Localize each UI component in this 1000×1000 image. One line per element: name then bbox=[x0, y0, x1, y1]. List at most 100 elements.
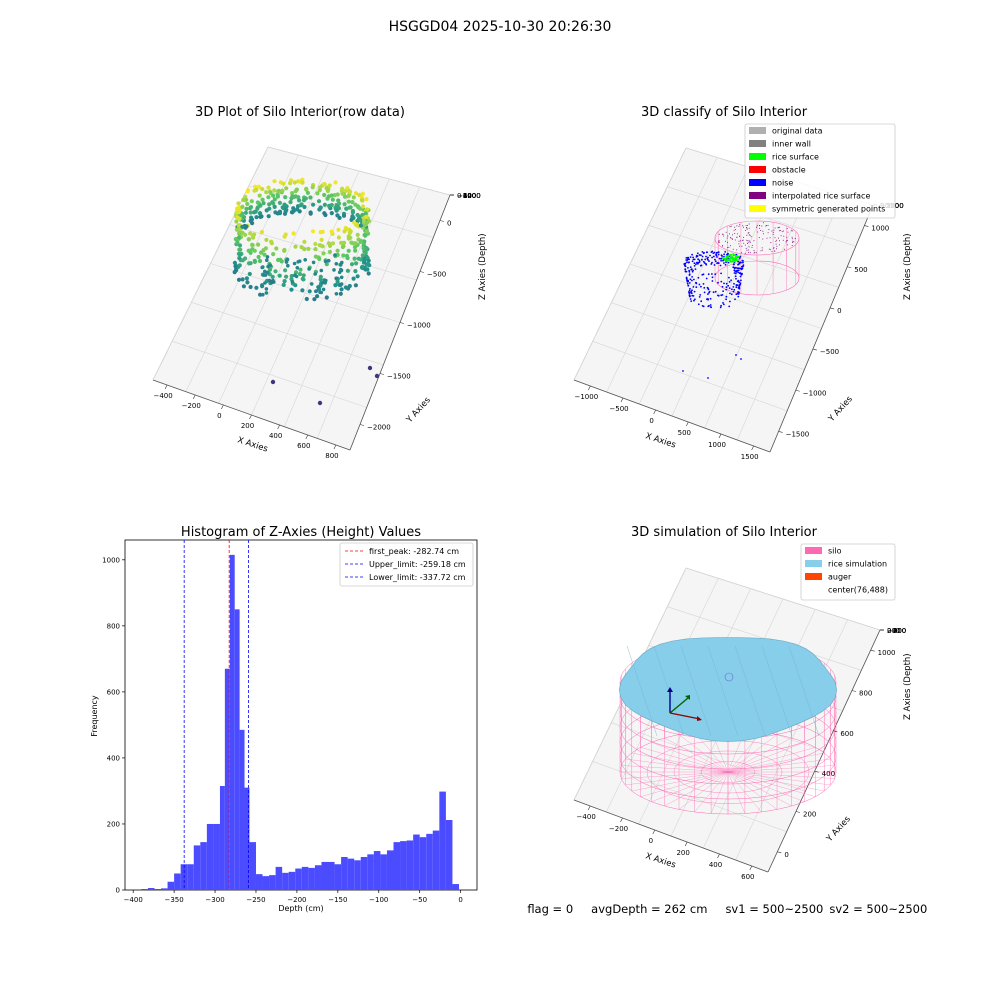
raw-data-point bbox=[277, 273, 282, 278]
raw-data-point bbox=[232, 270, 237, 275]
raw-data-point bbox=[332, 268, 336, 272]
noise-point bbox=[738, 287, 741, 290]
raw-data-point bbox=[360, 192, 365, 197]
interpolated-point bbox=[753, 240, 755, 242]
raw-data-point bbox=[302, 247, 307, 252]
noise-point bbox=[736, 269, 739, 272]
noise-point bbox=[722, 302, 724, 304]
histogram-bar bbox=[328, 861, 335, 890]
interpolated-point bbox=[771, 230, 773, 232]
y-tick-label: −1000 bbox=[407, 322, 431, 330]
raw-data-point bbox=[347, 205, 352, 210]
y-tick-label: 0 bbox=[837, 307, 841, 315]
raw-data-point bbox=[339, 240, 344, 245]
raw-data-point bbox=[330, 241, 336, 246]
noise-point bbox=[688, 289, 691, 292]
histogram-bar bbox=[174, 873, 181, 890]
noise-point bbox=[704, 258, 707, 261]
noise-point bbox=[717, 294, 720, 297]
histogram-bar bbox=[229, 554, 235, 890]
noise-point bbox=[685, 257, 688, 259]
histogram-bar bbox=[341, 856, 348, 890]
interpolated-point bbox=[755, 252, 757, 254]
noise-point bbox=[691, 294, 694, 297]
raw-data-point bbox=[352, 256, 357, 261]
raw-data-point bbox=[272, 197, 277, 202]
noise-point bbox=[742, 260, 744, 262]
x-axis-line bbox=[573, 379, 771, 453]
histogram-x-tick-label: −50 bbox=[412, 896, 427, 904]
raw-data-point bbox=[329, 211, 334, 216]
raw-data-point bbox=[335, 192, 340, 197]
noise-point bbox=[691, 276, 693, 278]
interpolated-point bbox=[747, 240, 749, 242]
raw-data-point bbox=[294, 187, 299, 192]
raw-data-point bbox=[290, 210, 295, 215]
raw-data-point bbox=[248, 284, 253, 290]
raw-data-point bbox=[346, 248, 351, 253]
raw-data-point bbox=[236, 201, 241, 206]
noise-point bbox=[711, 256, 713, 259]
histogram-legend-label: Upper_limit: -259.18 cm bbox=[369, 560, 466, 569]
classify-legend-label: interpolated rice surface bbox=[772, 192, 870, 201]
raw-data-point bbox=[248, 250, 253, 255]
raw-data-point bbox=[339, 287, 344, 292]
y-tick-label: −2000 bbox=[367, 424, 391, 432]
raw-data-point bbox=[302, 204, 307, 210]
interpolated-point bbox=[767, 232, 769, 234]
noise-point bbox=[738, 291, 740, 294]
interpolated-point bbox=[779, 240, 780, 242]
histogram-bar bbox=[393, 842, 401, 890]
histogram-bar bbox=[269, 875, 276, 890]
y-tick-label: −1500 bbox=[387, 373, 411, 381]
raw-data-point bbox=[243, 256, 248, 261]
interpolated-point bbox=[757, 231, 759, 233]
histogram-bar bbox=[200, 842, 207, 890]
classify-3d-chart: 3D classify of Silo Interior −1000 −500 0 5… bbox=[573, 105, 913, 461]
interpolated-point bbox=[778, 226, 780, 228]
raw-data-point bbox=[265, 270, 270, 275]
z-tick-label: −200 bbox=[887, 627, 906, 635]
y-tick-mark bbox=[439, 220, 445, 222]
raw-data-point bbox=[335, 248, 340, 253]
noise-point bbox=[709, 297, 712, 300]
interpolated-point bbox=[745, 247, 747, 249]
noise-point bbox=[738, 285, 740, 288]
noise-point bbox=[711, 280, 714, 282]
raw-data-point bbox=[272, 188, 277, 193]
raw-data-point bbox=[362, 256, 367, 261]
histogram-bar bbox=[308, 867, 315, 890]
raw-data-point bbox=[282, 211, 288, 216]
z-tick-label: −400 bbox=[887, 627, 906, 635]
raw-data-point bbox=[257, 211, 262, 216]
raw-data-point bbox=[235, 210, 240, 215]
interpolated-point bbox=[749, 234, 751, 236]
raw-data-point bbox=[252, 248, 257, 253]
raw-data-point bbox=[322, 182, 327, 187]
status-bar: flag = 0 avgDepth = 262 cm sv1 = 500~2500 s… bbox=[520, 888, 945, 916]
histogram-legend-label: first_peak: -282.74 cm bbox=[369, 547, 459, 556]
raw-data-point bbox=[353, 283, 358, 288]
noise-point bbox=[693, 278, 695, 281]
histogram-x-tick-label: −100 bbox=[369, 896, 388, 904]
interpolated-point bbox=[727, 241, 729, 243]
noise-point bbox=[738, 281, 741, 284]
raw-data-point bbox=[353, 191, 359, 196]
interpolated-point bbox=[791, 238, 793, 240]
histogram-bar bbox=[255, 874, 263, 890]
raw-data-point bbox=[271, 193, 276, 198]
histogram-y-tick-label: 800 bbox=[107, 622, 120, 630]
raw-data-point bbox=[289, 287, 294, 292]
raw-data-point bbox=[270, 274, 275, 279]
auger-z-head bbox=[667, 687, 673, 692]
raw-data-point bbox=[353, 269, 358, 274]
interpolated-point bbox=[732, 248, 734, 250]
raw-data-point bbox=[333, 180, 338, 185]
z-tick-label: −200 bbox=[457, 192, 476, 200]
grid-line bbox=[152, 146, 269, 381]
noise-point bbox=[735, 286, 738, 289]
x-tick-mark bbox=[652, 829, 656, 835]
noise-point bbox=[712, 255, 715, 258]
raw-data-point bbox=[261, 201, 266, 206]
histogram-title: Histogram of Z-Axies (Height) Values bbox=[181, 525, 421, 540]
